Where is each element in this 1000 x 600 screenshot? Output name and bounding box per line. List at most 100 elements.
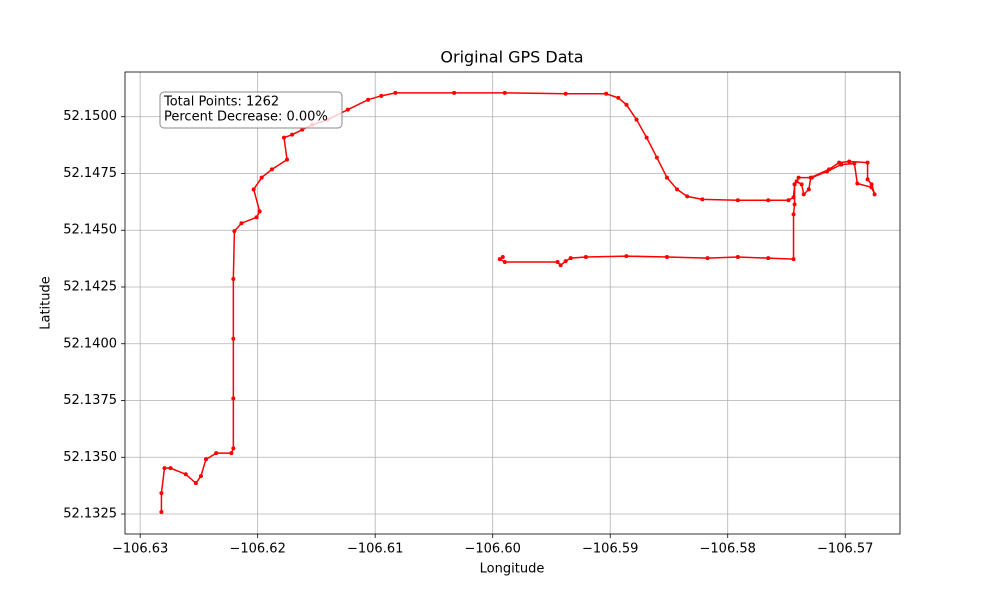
gps-point <box>168 466 173 471</box>
gps-point <box>254 215 259 220</box>
gps-point <box>379 93 384 98</box>
gps-point <box>281 135 286 140</box>
gps-point <box>563 259 568 264</box>
y-axis-label: Latitude <box>39 276 54 330</box>
gps-point <box>251 187 256 192</box>
gps-point <box>203 457 208 462</box>
y-tick-label: 52.1500 <box>63 109 117 124</box>
annotation-text: Percent Decrease: 0.00% <box>164 110 328 125</box>
gps-point <box>555 260 560 265</box>
gps-point <box>766 198 771 203</box>
annotation-text: Total Points: 1262 <box>163 95 279 110</box>
gps-point <box>604 91 609 96</box>
y-tick-label: 52.1375 <box>63 393 117 408</box>
y-tick-label: 52.1450 <box>63 223 117 238</box>
gps-point <box>231 446 236 451</box>
gps-point <box>500 255 505 260</box>
gps-point <box>825 169 830 174</box>
gps-point <box>231 336 236 341</box>
gps-point <box>855 181 860 186</box>
chart-title: Original GPS Data <box>440 48 583 67</box>
gps-point <box>183 472 188 477</box>
x-tick-label: −106.63 <box>112 542 168 557</box>
x-tick-label: −106.58 <box>700 542 756 557</box>
gps-point <box>791 257 796 262</box>
gps-point <box>259 175 264 180</box>
gps-point <box>231 277 236 282</box>
gps-point <box>664 255 669 260</box>
gps-point <box>792 182 797 187</box>
gps-point <box>791 212 796 217</box>
x-tick-label: −106.62 <box>229 542 285 557</box>
gps-point <box>705 256 710 261</box>
x-tick-label: −106.59 <box>582 542 638 557</box>
gps-point <box>700 197 705 202</box>
gps-point <box>735 198 740 203</box>
gps-point <box>502 90 507 95</box>
gps-point <box>806 187 811 192</box>
gps-point <box>563 91 568 96</box>
x-tick-label: −106.60 <box>465 542 521 557</box>
y-tick-label: 52.1350 <box>63 450 117 465</box>
gps-point <box>869 182 874 187</box>
gps-point <box>193 481 198 486</box>
plot-frame <box>124 71 901 535</box>
gps-point <box>809 175 814 180</box>
gps-point <box>497 257 502 262</box>
gps-point <box>675 187 680 192</box>
gps-point <box>257 209 262 214</box>
x-axis-label: Longitude <box>480 562 545 577</box>
gps-point <box>231 396 236 401</box>
gps-point <box>162 466 167 471</box>
annotation-frame <box>159 91 343 129</box>
gps-point <box>229 451 234 456</box>
gps-point <box>839 162 844 167</box>
gps-point <box>664 175 669 180</box>
gps-point <box>786 198 791 203</box>
gps-point <box>159 491 164 496</box>
gps-point <box>799 182 804 187</box>
gps-point <box>502 260 507 265</box>
y-tick-label: 52.1400 <box>63 336 117 351</box>
gps-point <box>232 229 237 234</box>
gps-point <box>366 97 371 102</box>
gps-point <box>393 90 398 95</box>
gps-point <box>847 159 852 164</box>
gps-point <box>616 95 621 100</box>
gps-point <box>869 185 874 190</box>
y-tick-label: 52.1425 <box>63 279 117 294</box>
gps-point <box>568 256 573 261</box>
x-tick-label: −106.61 <box>347 542 403 557</box>
gps-point <box>872 192 877 197</box>
gps-point <box>452 90 457 95</box>
gps-point <box>214 451 219 456</box>
gps-point <box>865 160 870 165</box>
gps-point <box>159 509 164 514</box>
gps-point <box>239 221 244 226</box>
gps-point <box>583 255 588 260</box>
gps-point <box>624 102 629 107</box>
y-tick-label: 52.1475 <box>63 166 117 181</box>
gps-point <box>624 254 629 259</box>
gps-point <box>735 255 740 260</box>
gps-point <box>285 157 290 162</box>
gps-point <box>644 135 649 140</box>
gps-point <box>345 107 350 112</box>
gps-point <box>852 161 857 166</box>
y-tick-label: 52.1325 <box>63 507 117 522</box>
gps-point <box>791 195 796 200</box>
gps-point <box>269 167 274 172</box>
gps-point <box>792 202 797 207</box>
gps-point <box>796 175 801 180</box>
gps-point <box>654 155 659 160</box>
gps-point <box>801 192 806 197</box>
gps-point <box>290 132 295 137</box>
gps-point <box>865 177 870 182</box>
gps-point <box>300 127 305 132</box>
x-tick-label: −106.57 <box>817 542 873 557</box>
gps-point <box>794 179 799 184</box>
